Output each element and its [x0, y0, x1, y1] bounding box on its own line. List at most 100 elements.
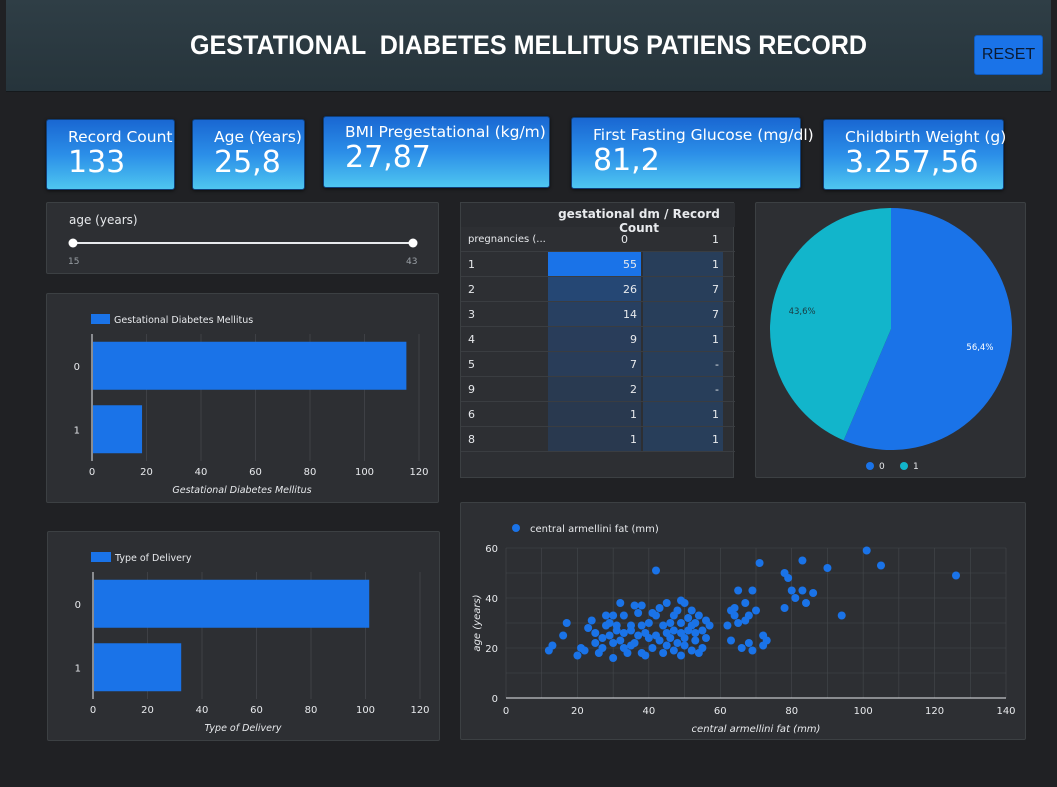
scatter-point[interactable]: [669, 646, 678, 655]
scatter-point[interactable]: [605, 631, 614, 640]
scatter-point[interactable]: [673, 639, 682, 647]
scatter-point[interactable]: [605, 619, 614, 627]
scatter-point[interactable]: [630, 639, 639, 647]
scatter-point[interactable]: [591, 639, 600, 647]
scatter-point[interactable]: [659, 621, 668, 630]
scatter-point[interactable]: [809, 589, 818, 597]
scatter-point[interactable]: [680, 641, 689, 650]
scatter-point[interactable]: [730, 611, 739, 620]
scatter-point[interactable]: [698, 644, 707, 652]
scatter-point[interactable]: [837, 611, 846, 620]
scatter-point[interactable]: [619, 629, 628, 637]
scatter-point[interactable]: [630, 601, 639, 610]
scatter-point[interactable]: [691, 629, 700, 637]
scatter-point[interactable]: [791, 594, 800, 602]
scatter-point[interactable]: [734, 586, 743, 595]
scatter-point[interactable]: [877, 561, 885, 570]
col-header-1[interactable]: 1: [712, 233, 719, 246]
scatter-point[interactable]: [734, 619, 743, 627]
scatter-point[interactable]: [627, 621, 635, 630]
scatter-point[interactable]: [641, 651, 650, 660]
scatter-point[interactable]: [784, 574, 793, 582]
scatter-point[interactable]: [616, 599, 625, 607]
scatter-point[interactable]: [666, 619, 675, 627]
scatter-point[interactable]: [673, 606, 682, 615]
scatter-point[interactable]: [598, 634, 607, 642]
bar-1[interactable]: [93, 405, 143, 454]
row-header-label[interactable]: pregnancies (...: [468, 234, 546, 245]
scatter-point[interactable]: [755, 559, 764, 567]
scatter-point[interactable]: [669, 626, 678, 635]
scatter-point[interactable]: [591, 629, 600, 637]
slider-handle-max[interactable]: [408, 238, 418, 248]
scatter-point[interactable]: [648, 644, 657, 652]
scatter-point[interactable]: [619, 611, 628, 620]
scatter-point[interactable]: [787, 586, 796, 595]
scatter-point[interactable]: [741, 599, 750, 607]
scatter-point[interactable]: [684, 614, 693, 622]
scatter-point[interactable]: [655, 604, 664, 612]
col-header-0[interactable]: 0: [621, 233, 628, 246]
scatter-point[interactable]: [702, 634, 710, 642]
scatter-point[interactable]: [655, 636, 664, 645]
scatter-point[interactable]: [609, 654, 618, 662]
scatter-point[interactable]: [677, 619, 685, 627]
scatter-point[interactable]: [730, 604, 739, 612]
scatter-point[interactable]: [744, 611, 753, 620]
bar-0[interactable]: [94, 579, 370, 628]
scatter-point[interactable]: [634, 609, 643, 617]
pie-slice-0[interactable]: [843, 208, 1012, 450]
scatter-point[interactable]: [748, 646, 757, 655]
scatter-point[interactable]: [802, 599, 810, 607]
scatter-point[interactable]: [780, 604, 789, 612]
scatter-point[interactable]: [798, 586, 807, 595]
scatter-point[interactable]: [727, 636, 735, 645]
scatter-point[interactable]: [687, 606, 696, 615]
scatter-point[interactable]: [691, 619, 700, 627]
scatter-point[interactable]: [559, 631, 568, 640]
scatter-point[interactable]: [634, 631, 643, 640]
scatter-point[interactable]: [644, 619, 653, 627]
scatter-point[interactable]: [666, 634, 675, 642]
scatter-point[interactable]: [691, 636, 700, 645]
scatter-point[interactable]: [580, 646, 589, 655]
scatter-point[interactable]: [587, 616, 596, 625]
scatter-point[interactable]: [652, 611, 660, 620]
scatter-point[interactable]: [952, 571, 960, 580]
scatter-point[interactable]: [659, 649, 668, 657]
pie-slice-1[interactable]: [770, 208, 891, 441]
scatter-point[interactable]: [584, 624, 593, 632]
scatter-point[interactable]: [823, 564, 832, 572]
scatter-point[interactable]: [687, 646, 696, 655]
scatter-point[interactable]: [616, 636, 625, 645]
bar-1[interactable]: [94, 643, 182, 692]
scatter-point[interactable]: [698, 626, 707, 635]
scatter-point[interactable]: [602, 611, 610, 620]
scatter-point[interactable]: [762, 636, 771, 645]
scatter-point[interactable]: [662, 599, 671, 607]
scatter-point[interactable]: [562, 619, 571, 627]
scatter-point[interactable]: [737, 644, 746, 652]
scatter-point[interactable]: [652, 566, 660, 575]
scatter-point[interactable]: [752, 606, 760, 615]
scatter-point[interactable]: [612, 621, 621, 630]
scatter-point[interactable]: [548, 641, 557, 650]
scatter-point[interactable]: [680, 634, 689, 642]
scatter-point[interactable]: [573, 651, 582, 660]
scatter-point[interactable]: [680, 599, 689, 607]
scatter-point[interactable]: [798, 556, 807, 565]
scatter-point[interactable]: [637, 601, 646, 610]
scatter-point[interactable]: [609, 639, 618, 647]
scatter-point[interactable]: [662, 641, 671, 650]
scatter-point[interactable]: [705, 621, 714, 630]
scatter-point[interactable]: [677, 651, 685, 660]
scatter-point[interactable]: [598, 644, 607, 652]
bar-0[interactable]: [93, 341, 407, 390]
scatter-point[interactable]: [694, 611, 703, 620]
scatter-point[interactable]: [609, 611, 618, 620]
slider-handle-min[interactable]: [68, 238, 78, 248]
scatter-point[interactable]: [862, 546, 871, 555]
reset-button[interactable]: RESET: [974, 35, 1043, 75]
scatter-point[interactable]: [644, 634, 653, 642]
scatter-point[interactable]: [744, 639, 753, 647]
